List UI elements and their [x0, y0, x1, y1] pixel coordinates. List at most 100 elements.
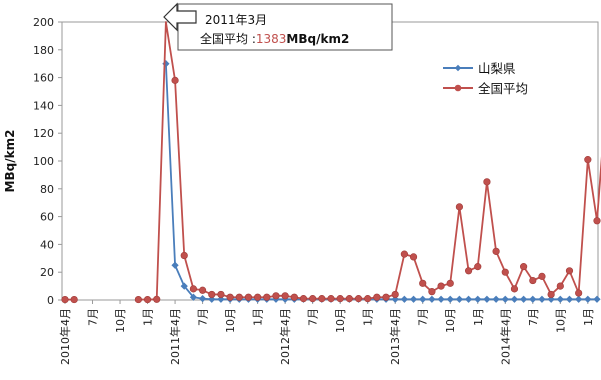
data-point [180, 282, 188, 290]
x-tick-label: 2011年4月 [168, 308, 182, 365]
x-tick-label: 1月 [582, 308, 595, 326]
data-point [345, 295, 353, 303]
data-point [556, 282, 564, 290]
data-point [565, 267, 574, 275]
y-tick-label: 140 [33, 99, 54, 112]
x-tick-label: 1月 [142, 308, 155, 326]
data-point [208, 295, 216, 303]
data-point [492, 247, 500, 255]
data-point [217, 295, 225, 303]
data-point [373, 293, 381, 301]
x-tick-label: 1月 [472, 308, 485, 326]
y-tick-label: 180 [33, 44, 54, 57]
data-point [198, 294, 207, 303]
x-tick-label: 7月 [527, 308, 540, 326]
data-point [281, 292, 289, 300]
data-point [391, 290, 399, 299]
x-tick-label: 10月 [334, 308, 347, 333]
data-point [143, 295, 152, 304]
data-point [235, 293, 243, 301]
data-point [446, 295, 454, 303]
y-axis-label: MBq/km2 [3, 130, 17, 193]
data-point [272, 292, 280, 300]
plot-frame [61, 21, 599, 301]
data-point [547, 290, 555, 299]
data-point [446, 279, 454, 287]
data-point [198, 286, 207, 294]
data-point [153, 295, 161, 303]
data-point [400, 250, 408, 258]
x-tick-label: 2014年4月 [498, 308, 512, 365]
callout-value-line: 全国平均 :1383MBq/km2 [200, 31, 349, 46]
data-point [254, 293, 262, 301]
data-point [382, 293, 390, 301]
data-point [263, 293, 271, 301]
data-point [180, 251, 188, 260]
callout-box [177, 3, 393, 51]
x-tick-label: 7月 [197, 308, 210, 326]
y-tick-label: 0 [47, 294, 54, 307]
series-yamanashi [162, 60, 601, 303]
data-point [556, 295, 564, 303]
data-point [483, 178, 491, 186]
y-tick-label: 40 [40, 238, 54, 251]
y-tick-label: 120 [33, 127, 54, 140]
data-point [70, 295, 78, 304]
data-point [364, 295, 372, 303]
data-point [483, 295, 491, 303]
x-tick-label: 10月 [114, 308, 127, 333]
data-point [354, 295, 363, 303]
x-tick-label: 7月 [307, 308, 320, 326]
y-tick-label: 200 [33, 16, 54, 29]
data-point [464, 267, 473, 275]
data-point [437, 295, 445, 303]
data-point [510, 285, 519, 293]
data-point [575, 289, 583, 297]
data-point [575, 295, 583, 303]
data-point [336, 295, 344, 303]
series-line [138, 21, 601, 301]
y-tick-label: 160 [33, 72, 54, 85]
data-point [189, 285, 198, 293]
callout-unit: MBq/km2 [286, 32, 349, 46]
x-tick-label: 2013年4月 [388, 308, 402, 365]
data-point [299, 295, 308, 303]
data-point [226, 293, 234, 301]
series-national-average [61, 21, 601, 304]
data-point [217, 290, 225, 299]
y-tick-label: 60 [40, 211, 54, 224]
data-point [474, 263, 482, 271]
y-tick-label: 80 [40, 183, 54, 196]
callout-arrow [163, 2, 197, 32]
x-tick-label: 10月 [224, 308, 237, 333]
data-point [474, 295, 482, 303]
legend-label: 山梨県 [478, 61, 516, 76]
data-point [419, 279, 427, 287]
data-point [437, 282, 445, 290]
data-point [409, 253, 418, 261]
data-point [391, 295, 399, 303]
data-point [492, 295, 500, 303]
data-point [520, 263, 528, 271]
data-point [529, 295, 537, 303]
data-point [171, 76, 179, 84]
x-tick-label: 2010年4月 [58, 308, 72, 365]
data-point [510, 295, 519, 303]
axes: 0 20 40 60 80 100 120 140 160 180 200 MBq/km2 2010年4… [3, 16, 599, 365]
legend-label: 全国平均 [478, 81, 528, 96]
data-point [189, 293, 198, 301]
data-point [593, 217, 601, 225]
data-point [538, 272, 546, 280]
x-tick-label: 7月 [417, 308, 430, 326]
data-point [208, 290, 216, 299]
data-point [244, 293, 253, 301]
legend-marker [454, 64, 462, 72]
data-point [419, 295, 427, 303]
y-tick-label: 20 [40, 266, 54, 279]
callout-date: 2011年3月 [205, 13, 267, 27]
data-point [134, 295, 142, 304]
data-point [464, 295, 473, 303]
data-point [593, 295, 601, 303]
